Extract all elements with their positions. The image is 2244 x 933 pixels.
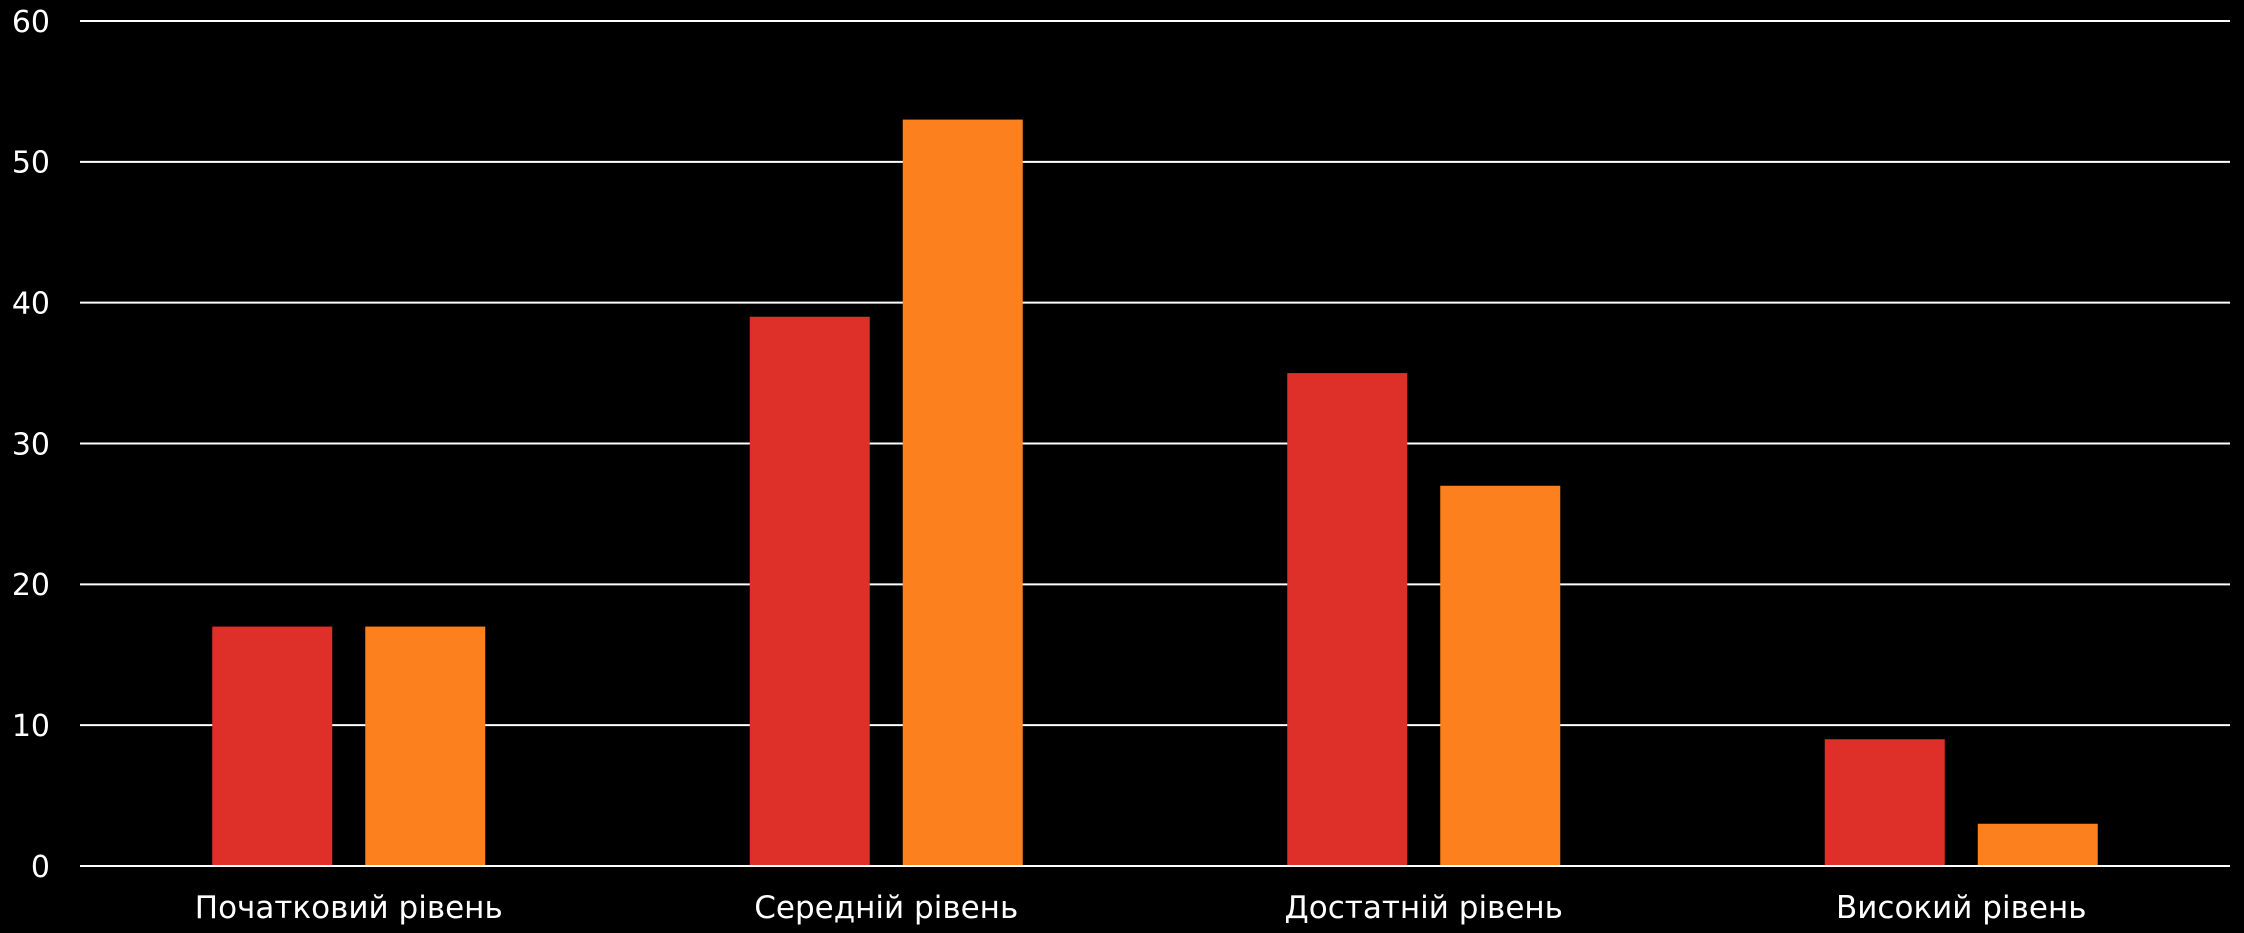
bar-series-1-category-4 [1824,739,1945,866]
y-tick-label: 0 [31,850,50,885]
bar-series-2-category-2 [902,119,1023,867]
y-tick-label: 50 [12,146,50,181]
bar-series-2-category-4 [1977,823,2098,866]
y-axis-ticks: 0 10 20 30 40 50 60 [12,5,50,885]
x-category-label: Високий рівень [1836,890,2086,926]
bar-series-1-category-2 [749,316,870,866]
y-tick-label: 20 [12,568,50,603]
x-category-label: Середній рівень [754,890,1018,926]
x-category-label: Достатній рівень [1285,890,1563,926]
x-axis-ticks: Початковий рівень Середній рівень Достатні… [195,890,2087,926]
y-tick-label: 40 [12,286,50,321]
bar-series-2-category-3 [1440,485,1561,866]
y-tick-label: 30 [12,427,50,462]
bar-series-1-category-3 [1287,373,1408,866]
y-tick-label: 60 [12,5,50,40]
bars [80,119,2230,867]
y-tick-label: 10 [12,709,50,744]
x-category-label: Початковий рівень [195,890,503,926]
bar-series-1-category-1 [212,626,333,866]
bar-series-2-category-1 [365,626,486,866]
